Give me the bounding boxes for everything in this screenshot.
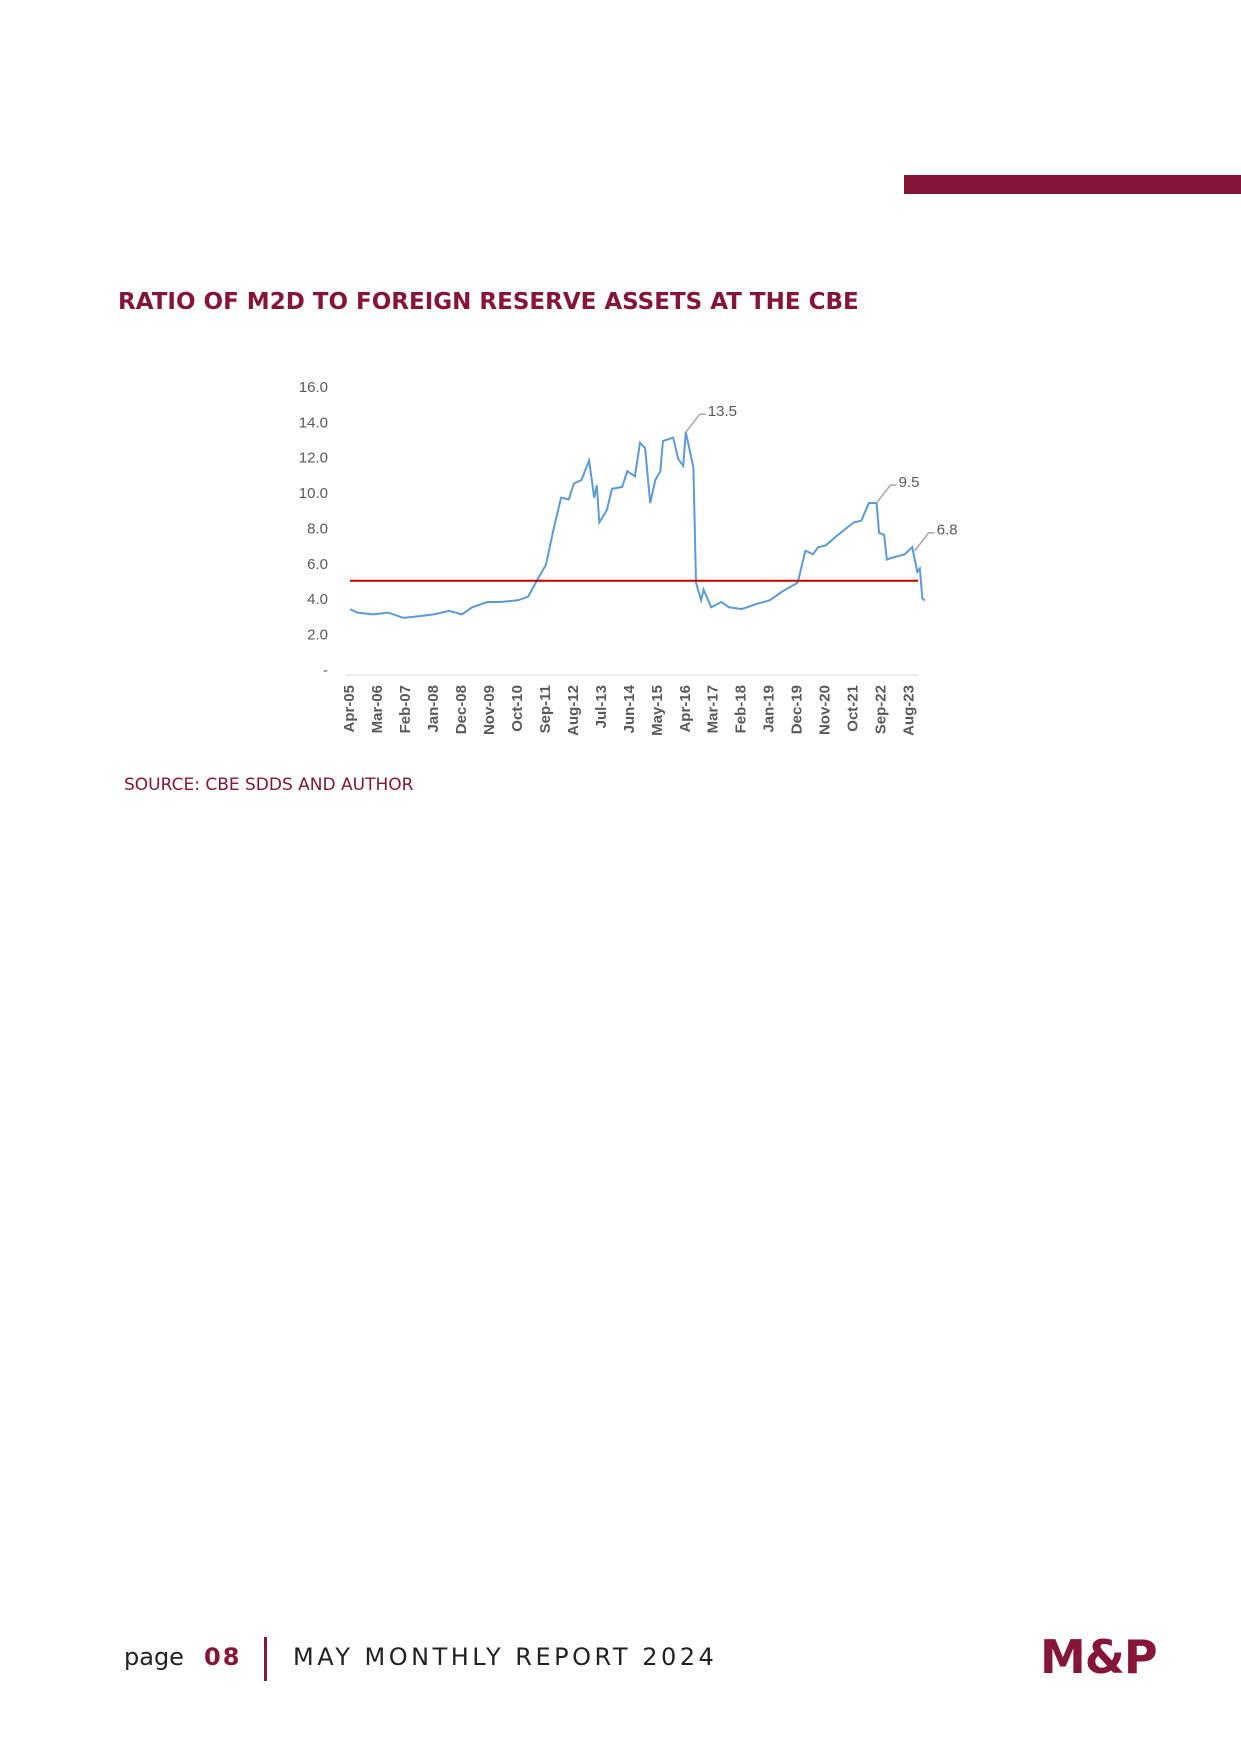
page-label: page xyxy=(124,1643,184,1671)
page-number: 08 xyxy=(204,1643,242,1671)
y-tick-label: 8.0 xyxy=(307,520,328,537)
x-tick-label: Feb-07 xyxy=(397,685,414,733)
annotation-label: 9.5 xyxy=(899,474,920,491)
x-tick-label: Jan-19 xyxy=(761,685,778,733)
chart: - 2.0 4.0 6.0 8.0 10.0 12.0 14.0 16.0 Apr-05 Mar-0… xyxy=(299,379,958,736)
x-tick-label: Aug-12 xyxy=(565,685,582,736)
logo: M&P xyxy=(1040,1630,1158,1684)
x-tick-label: Apr-05 xyxy=(341,685,358,733)
x-tick-label: Oct-21 xyxy=(845,685,862,732)
data-line xyxy=(349,431,926,619)
y-tick-label: 16.0 xyxy=(299,379,328,396)
x-tick-label: Mar-06 xyxy=(369,685,386,733)
x-tick-label: Feb-18 xyxy=(733,685,750,733)
annotation-leader xyxy=(875,484,897,504)
report-title: MAY MONTHLY REPORT 2024 xyxy=(293,1643,718,1671)
x-tick-label: Oct-10 xyxy=(509,685,526,732)
x-tick-label: Sep-22 xyxy=(873,685,890,734)
top-bar xyxy=(904,175,1241,194)
source: SOURCE: CBE SDDS AND AUTHOR xyxy=(124,775,414,795)
chart-title: RATIO OF M2D TO FOREIGN RESERVE ASSETS A… xyxy=(118,289,859,315)
y-tick-label: 4.0 xyxy=(307,591,328,608)
x-tick-label: Jan-08 xyxy=(425,685,442,733)
x-tick-label: Nov-20 xyxy=(817,685,834,735)
y-tick-label: 14.0 xyxy=(299,414,328,431)
x-tick-label: Dec-19 xyxy=(789,685,806,734)
annotation-label: 13.5 xyxy=(708,403,737,420)
x-tick-label: Apr-16 xyxy=(677,685,694,733)
annotation-leader xyxy=(685,413,706,433)
x-tick-label: Aug-23 xyxy=(901,685,918,736)
annotation-label: 6.8 xyxy=(937,522,958,539)
y-tick-label: 2.0 xyxy=(307,627,328,644)
x-tick-label: Mar-17 xyxy=(705,685,722,733)
x-tick-label: Nov-09 xyxy=(481,685,498,735)
annotation-leader xyxy=(914,531,935,552)
y-tick-label: - xyxy=(323,662,328,679)
x-tick-label: May-15 xyxy=(649,685,666,736)
x-tick-label: Jun-14 xyxy=(621,684,638,733)
y-tick-label: 6.0 xyxy=(307,556,328,573)
divider xyxy=(264,1637,267,1681)
x-tick-label: Jul-13 xyxy=(593,685,610,728)
y-tick-label: 10.0 xyxy=(299,485,328,502)
x-tick-label: Dec-08 xyxy=(453,685,470,734)
y-tick-label: 12.0 xyxy=(299,450,328,467)
x-tick-label: Sep-11 xyxy=(537,685,554,733)
